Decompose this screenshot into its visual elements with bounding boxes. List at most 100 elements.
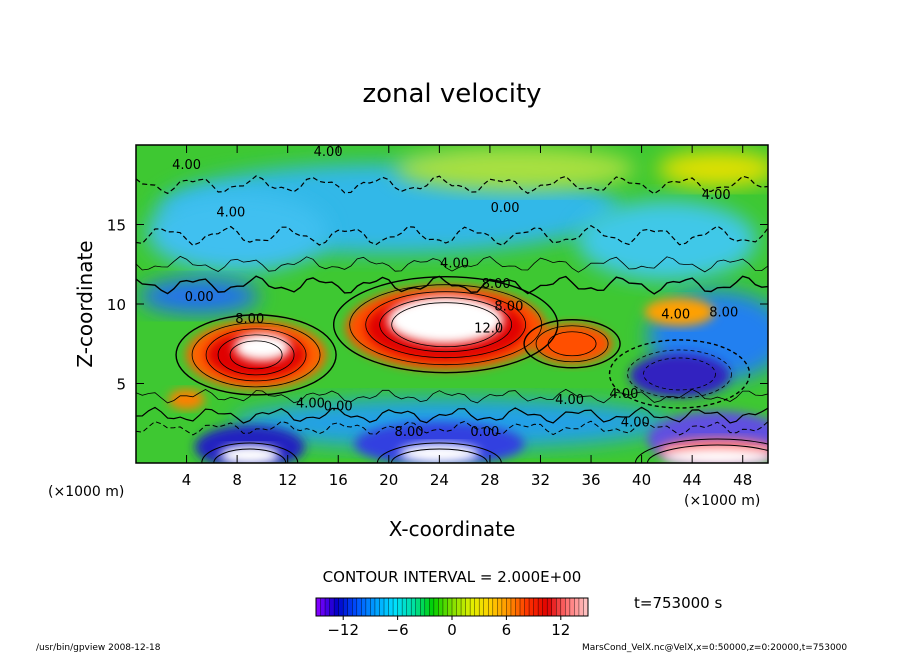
contour-label-10: 8.00 [494, 299, 523, 314]
contour-label-14: 4.00 [609, 387, 638, 402]
field-region-21 [219, 445, 280, 463]
colorbar-cell-28 [442, 598, 448, 616]
colorbar-cell-6 [343, 598, 349, 616]
field-region-17 [387, 295, 504, 344]
y-tick-label-1: 10 [107, 296, 126, 314]
colorbar-cell-41 [501, 598, 507, 616]
contour-interval: CONTOUR INTERVAL = 2.000E+00 [323, 568, 582, 586]
colorbar-cell-27 [438, 598, 444, 616]
colorbar-cell-3 [329, 598, 335, 616]
field-region-4 [657, 150, 768, 187]
colorbar-cell-42 [506, 598, 512, 616]
contour-line-24 [201, 442, 299, 463]
colorbar-cell-53 [556, 598, 562, 616]
contour-label-4: 8.00 [482, 277, 511, 292]
colorbar-cell-35 [474, 598, 480, 616]
colorbar-cell-9 [356, 598, 362, 616]
contour-line-25 [390, 448, 488, 463]
contour-line-14 [627, 349, 732, 399]
y-tick-label-0: 5 [116, 376, 126, 394]
field-region-19 [644, 297, 715, 326]
x-tick-label-5: 24 [430, 471, 449, 489]
contour-label-1: 4.00 [216, 206, 245, 221]
contour-line-1 [191, 322, 321, 388]
colorbar-cell-39 [492, 598, 498, 616]
colorbar-cell-15 [384, 598, 390, 616]
colorbar-cell-48 [533, 598, 539, 616]
x-axis-label: X-coordinate [389, 517, 516, 541]
contour-label-7: 4.00 [296, 396, 325, 411]
field-region-20 [168, 389, 205, 410]
contour-line-10 [523, 319, 621, 369]
x-unit-right: (×1000 m) [684, 493, 760, 509]
field-region-14 [234, 332, 291, 361]
x-tick-label-8: 36 [581, 471, 600, 489]
colorbar-cell-50 [542, 598, 548, 616]
contour-line-15 [643, 357, 716, 391]
colorbar-cell-21 [411, 598, 417, 616]
contour-labels: 4.004.00 0.004.008.000.008.004.000.0012.0… [172, 145, 738, 440]
colorbar-cell-52 [551, 598, 557, 616]
colorbar-cell-25 [429, 598, 435, 616]
colorbar-cell-22 [415, 598, 421, 616]
colorbar-cell-45 [520, 598, 526, 616]
colorbar-cell-56 [569, 598, 575, 616]
colorbar-cell-43 [510, 598, 516, 616]
contour-line-16 [136, 275, 768, 295]
y-axis-label: Z-coordinate [73, 240, 97, 367]
colorbar [315, 597, 589, 617]
contour-line-17 [136, 255, 768, 273]
colorbar-cell-51 [547, 598, 553, 616]
colorbar-cell-26 [433, 598, 439, 616]
contour-line-19 [136, 175, 768, 195]
contour-line-0 [175, 314, 337, 396]
colorbar-cell-55 [565, 598, 571, 616]
contour-label-17: 8.00 [395, 425, 424, 440]
contour-line-8 [379, 297, 513, 353]
x-tick-label-7: 32 [531, 471, 550, 489]
colorbar-cell-59 [583, 598, 589, 616]
colorbar-cell-54 [560, 598, 566, 616]
footer-right: MarsCond_VelX.nc@VelX,x=0:50000,z=0:2000… [582, 643, 847, 653]
contour-line-27 [646, 444, 768, 463]
x-tick-label-4: 20 [379, 471, 398, 489]
colorbar-cell-33 [465, 598, 471, 616]
colorbar-tick-label-0: −12 [327, 621, 359, 639]
contour-label-3: 4.00 [440, 256, 469, 271]
x-tick-label-2: 12 [278, 471, 297, 489]
contour-line-5 [332, 275, 559, 374]
colorbar-cell-34 [470, 598, 476, 616]
colorbar-tick-label-2: 0 [447, 621, 457, 639]
colorbar-cell-47 [529, 598, 535, 616]
contour-line-2 [205, 328, 307, 382]
colorbar-cell-37 [483, 598, 489, 616]
footer-left: /usr/bin/gpview 2008-12-18 [36, 643, 161, 653]
contour-label-6: 8.00 [235, 312, 264, 327]
colorbar-cell-14 [379, 598, 385, 616]
contour-line-11 [535, 325, 609, 363]
contour-label-9: 12.0 [474, 322, 503, 337]
colorbar-cell-17 [393, 598, 399, 616]
x-tick-label-10: 44 [683, 471, 702, 489]
colorbar-cell-2 [325, 598, 331, 616]
field-region-5 [139, 278, 260, 315]
colorbar-cell-10 [361, 598, 367, 616]
colorbar-cell-0 [316, 598, 322, 616]
contour-label-19: 4.00 [172, 158, 201, 173]
x-tick-label-3: 16 [329, 471, 348, 489]
contour-line-26 [376, 442, 502, 463]
contour-label-18: 4.00 [702, 188, 731, 203]
contour-line-20 [136, 406, 768, 424]
x-tick-label-6: 28 [480, 471, 499, 489]
colorbar-cell-24 [424, 598, 430, 616]
colorbar-cell-46 [524, 598, 530, 616]
colorbar-cell-5 [338, 598, 344, 616]
chart-title: zonal velocity [362, 79, 541, 109]
field-region-7 [629, 353, 730, 398]
x-axis-ticks: 4 8 12 16 20 24 28 32 36 40 44 48 [182, 145, 752, 489]
colorbar-cell-57 [574, 598, 580, 616]
colorbar-cell-29 [447, 598, 453, 616]
colorbar-cell-8 [352, 598, 358, 616]
contour-line-9 [391, 302, 501, 348]
